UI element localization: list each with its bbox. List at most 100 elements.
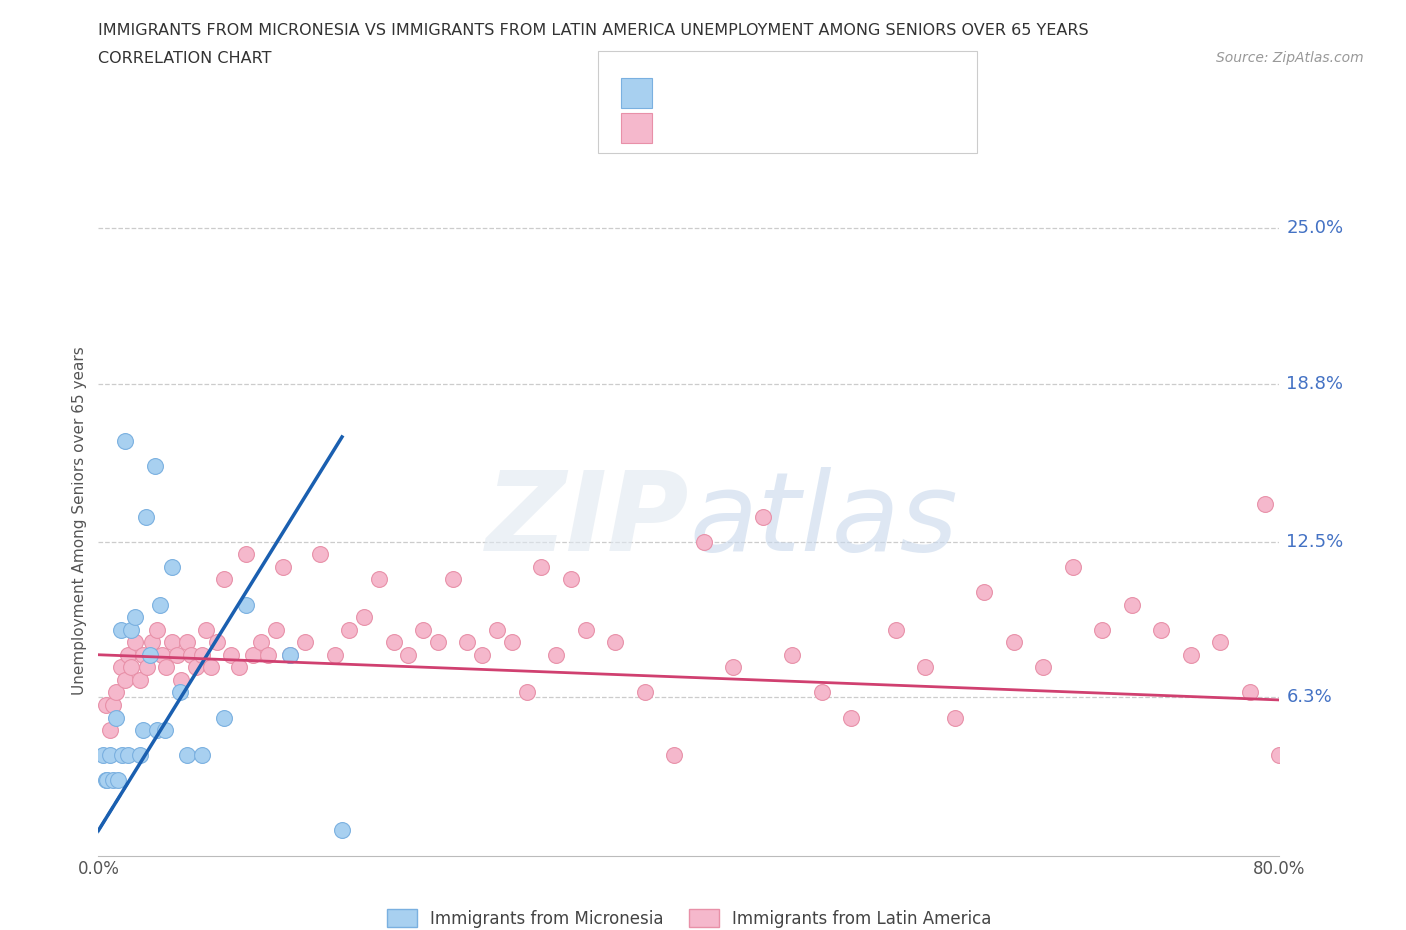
Point bbox=[530, 560, 553, 575]
Point bbox=[337, 622, 360, 637]
Point bbox=[943, 711, 966, 725]
Point bbox=[96, 773, 118, 788]
Text: CORRELATION CHART: CORRELATION CHART bbox=[98, 51, 271, 66]
Point bbox=[128, 748, 150, 763]
Point bbox=[110, 660, 132, 675]
Point bbox=[721, 660, 744, 675]
Point bbox=[560, 572, 582, 587]
Point bbox=[117, 647, 139, 662]
Point bbox=[120, 622, 142, 637]
Point bbox=[105, 685, 128, 700]
Text: 6.3%: 6.3% bbox=[1286, 688, 1333, 707]
Point bbox=[195, 622, 218, 637]
Point bbox=[191, 647, 214, 662]
Point bbox=[110, 622, 132, 637]
Point bbox=[605, 635, 627, 650]
Point bbox=[574, 622, 596, 637]
Point bbox=[91, 748, 114, 763]
Point bbox=[250, 635, 273, 650]
Point bbox=[98, 723, 121, 737]
Point bbox=[149, 597, 172, 612]
Point bbox=[128, 672, 150, 687]
Point bbox=[471, 647, 494, 662]
Point bbox=[515, 685, 537, 700]
Point bbox=[1002, 635, 1025, 650]
Point bbox=[782, 647, 804, 662]
Point bbox=[294, 635, 316, 650]
Point bbox=[212, 572, 235, 587]
Point bbox=[98, 748, 121, 763]
Point bbox=[368, 572, 391, 587]
Point bbox=[117, 748, 139, 763]
Point bbox=[264, 622, 287, 637]
Point bbox=[103, 698, 125, 712]
Point bbox=[124, 635, 146, 650]
Point bbox=[353, 610, 375, 625]
Point bbox=[544, 647, 567, 662]
Text: 18.8%: 18.8% bbox=[1286, 375, 1344, 392]
Point bbox=[884, 622, 907, 637]
Point bbox=[1239, 685, 1261, 700]
Text: 12.5%: 12.5% bbox=[1286, 533, 1344, 551]
Point bbox=[664, 748, 686, 763]
Point bbox=[153, 723, 176, 737]
Point bbox=[309, 547, 332, 562]
Point bbox=[141, 635, 163, 650]
Text: R = -0.091   N = 132: R = -0.091 N = 132 bbox=[664, 119, 863, 138]
Point bbox=[103, 773, 125, 788]
Point bbox=[235, 547, 257, 562]
Point bbox=[501, 635, 523, 650]
Point bbox=[105, 711, 128, 725]
Point bbox=[94, 698, 117, 712]
Point bbox=[191, 748, 214, 763]
Point bbox=[176, 635, 198, 650]
Point bbox=[751, 510, 773, 525]
Point bbox=[219, 647, 242, 662]
Legend: Immigrants from Micronesia, Immigrants from Latin America: Immigrants from Micronesia, Immigrants f… bbox=[387, 909, 991, 927]
Point bbox=[184, 660, 207, 675]
Text: Source: ZipAtlas.com: Source: ZipAtlas.com bbox=[1216, 51, 1364, 65]
Point bbox=[1150, 622, 1173, 637]
Point bbox=[633, 685, 655, 700]
Point bbox=[1268, 748, 1291, 763]
Point bbox=[111, 748, 134, 763]
Point bbox=[839, 711, 862, 725]
Point bbox=[166, 647, 188, 662]
Point bbox=[323, 647, 346, 662]
Point bbox=[146, 723, 169, 737]
Point bbox=[278, 647, 302, 662]
Point bbox=[1062, 560, 1084, 575]
Text: R =  0.476   N =  29: R = 0.476 N = 29 bbox=[664, 84, 863, 102]
Point bbox=[162, 635, 183, 650]
Point bbox=[271, 560, 294, 575]
Point bbox=[257, 647, 280, 662]
Point bbox=[235, 597, 257, 612]
Point bbox=[205, 635, 228, 650]
Point bbox=[1032, 660, 1054, 675]
Point bbox=[278, 647, 302, 662]
Point bbox=[132, 647, 155, 662]
Point bbox=[136, 660, 159, 675]
Point bbox=[242, 647, 264, 662]
Point bbox=[396, 647, 419, 662]
Point bbox=[228, 660, 250, 675]
Point bbox=[382, 635, 405, 650]
Point bbox=[120, 660, 142, 675]
Point bbox=[139, 647, 162, 662]
Point bbox=[162, 560, 183, 575]
Point bbox=[1254, 497, 1277, 512]
Point bbox=[200, 660, 222, 675]
Point bbox=[124, 610, 146, 625]
Point bbox=[114, 434, 136, 449]
Point bbox=[914, 660, 936, 675]
Point bbox=[135, 510, 157, 525]
Point bbox=[114, 672, 136, 687]
Point bbox=[146, 622, 169, 637]
Point bbox=[330, 823, 353, 838]
Point bbox=[693, 535, 716, 550]
Point bbox=[427, 635, 450, 650]
Point bbox=[107, 773, 129, 788]
Point bbox=[94, 773, 117, 788]
Text: IMMIGRANTS FROM MICRONESIA VS IMMIGRANTS FROM LATIN AMERICA UNEMPLOYMENT AMONG S: IMMIGRANTS FROM MICRONESIA VS IMMIGRANTS… bbox=[98, 23, 1090, 38]
Point bbox=[212, 711, 235, 725]
